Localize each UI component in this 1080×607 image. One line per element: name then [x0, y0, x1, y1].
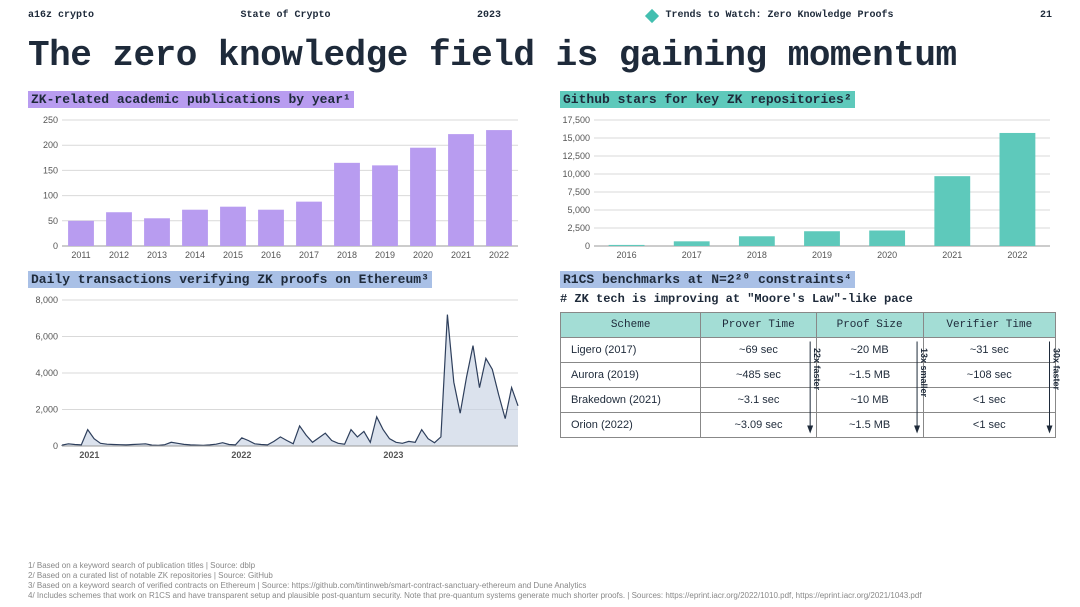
stars-title: Github stars for key ZK repositories² — [560, 91, 855, 108]
page-title: The zero knowledge field is gaining mome… — [0, 27, 1080, 90]
svg-text:2022: 2022 — [489, 250, 509, 260]
svg-text:17,500: 17,500 — [562, 115, 590, 125]
page-number: 21 — [1040, 10, 1052, 21]
tx-title: Daily transactions verifying ZK proofs o… — [28, 271, 432, 288]
slide-header: a16z crypto State of Crypto 2023 Trends … — [0, 0, 1080, 27]
svg-text:2,500: 2,500 — [567, 223, 590, 233]
section-label: Trends to Watch: Zero Knowledge Proofs — [665, 10, 893, 21]
svg-text:2013: 2013 — [147, 250, 167, 260]
svg-text:2017: 2017 — [299, 250, 319, 260]
footnote-4: 4/ Includes schemes that work on R1CS an… — [28, 591, 1052, 601]
footnote-1: 1/ Based on a keyword search of publicat… — [28, 561, 1052, 571]
bench-subtitle: # ZK tech is improving at "Moore's Law"-… — [560, 292, 1056, 306]
svg-text:4,000: 4,000 — [35, 368, 58, 378]
svg-text:2016: 2016 — [617, 250, 637, 260]
svg-text:12,500: 12,500 — [562, 151, 590, 161]
svg-text:10,000: 10,000 — [562, 169, 590, 179]
svg-text:2012: 2012 — [109, 250, 129, 260]
svg-text:200: 200 — [43, 140, 58, 150]
svg-text:15,000: 15,000 — [562, 133, 590, 143]
svg-text:2021: 2021 — [451, 250, 471, 260]
stars-panel: Github stars for key ZK repositories² 0 2… — [560, 90, 1056, 264]
footnote-3: 3/ Based on a keyword search of verified… — [28, 581, 1052, 591]
publications-panel: ZK-related academic publications by year… — [28, 90, 524, 264]
footnotes: 1/ Based on a keyword search of publicat… — [28, 561, 1052, 601]
bench-title: R1CS benchmarks at N=2²⁰ constraints⁴ — [560, 271, 855, 288]
svg-text:2014: 2014 — [185, 250, 205, 260]
bench-panel: R1CS benchmarks at N=2²⁰ constraints⁴ # … — [560, 270, 1056, 464]
svg-text:100: 100 — [43, 191, 58, 201]
svg-text:2021: 2021 — [79, 450, 99, 460]
report-name: State of Crypto — [240, 10, 330, 21]
svg-text:250: 250 — [43, 115, 58, 125]
svg-text:2018: 2018 — [747, 250, 767, 260]
svg-text:0: 0 — [53, 241, 58, 251]
svg-text:5,000: 5,000 — [567, 205, 590, 215]
svg-text:2018: 2018 — [337, 250, 357, 260]
svg-text:7,500: 7,500 — [567, 187, 590, 197]
tx-chart: 0 2,000 4,000 6,000 8,000 2021 2022 2023 — [28, 294, 524, 464]
svg-text:2019: 2019 — [812, 250, 832, 260]
svg-text:2,000: 2,000 — [35, 405, 58, 415]
svg-text:2023: 2023 — [383, 450, 403, 460]
year: 2023 — [477, 10, 501, 21]
svg-text:2020: 2020 — [877, 250, 897, 260]
svg-text:2022: 2022 — [1007, 250, 1027, 260]
svg-text:2016: 2016 — [261, 250, 281, 260]
svg-text:50: 50 — [48, 216, 58, 226]
svg-text:2020: 2020 — [413, 250, 433, 260]
svg-text:0: 0 — [585, 241, 590, 251]
publications-title: ZK-related academic publications by year… — [28, 91, 354, 108]
svg-text:150: 150 — [43, 165, 58, 175]
brand: a16z crypto — [28, 10, 94, 21]
svg-text:2021: 2021 — [942, 250, 962, 260]
svg-text:2011: 2011 — [71, 250, 90, 260]
diamond-icon — [645, 8, 659, 22]
bench-table-wrap: SchemeProver TimeProof SizeVerifier Time… — [560, 312, 1056, 438]
publications-chart: 0 50 100 150 200 250 2011 2012 2013 2014 2015 2016 2… — [28, 114, 524, 264]
svg-text:2022: 2022 — [231, 450, 251, 460]
svg-text:2019: 2019 — [375, 250, 395, 260]
svg-text:8,000: 8,000 — [35, 295, 58, 305]
bench-arrows — [560, 312, 1056, 438]
svg-text:6,000: 6,000 — [35, 332, 58, 342]
tx-panel: Daily transactions verifying ZK proofs o… — [28, 270, 524, 464]
svg-text:2017: 2017 — [682, 250, 702, 260]
stars-chart: 0 2,500 5,000 7,500 10,000 12,500 15,000 17,500… — [560, 114, 1056, 264]
svg-text:2015: 2015 — [223, 250, 243, 260]
footnote-2: 2/ Based on a curated list of notable ZK… — [28, 571, 1052, 581]
svg-text:0: 0 — [53, 441, 58, 451]
